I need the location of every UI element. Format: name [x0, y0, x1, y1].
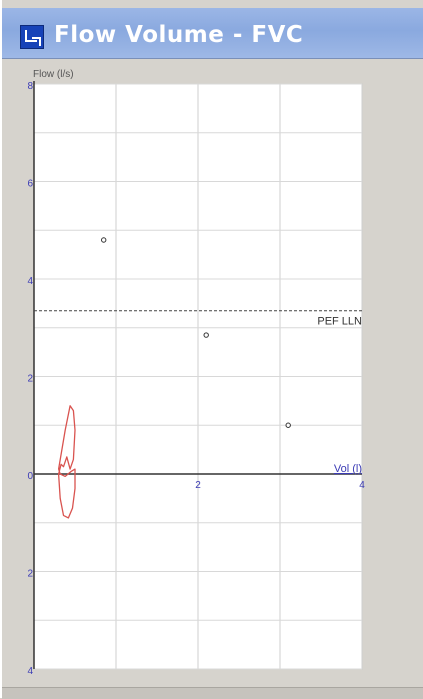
y-tick-label: 0	[27, 471, 33, 482]
y-tick-label: 6	[27, 179, 33, 190]
x-tick-label: 2	[195, 480, 201, 491]
x-tick-label: 4	[359, 480, 365, 491]
window-titlebar[interactable]: Flow Volume - FVC	[2, 8, 423, 59]
window-title: Flow Volume - FVC	[54, 22, 304, 48]
y-tick-label: 4	[27, 276, 33, 287]
window-bottom-bar	[2, 687, 423, 699]
y-tick-label: 2	[27, 569, 33, 580]
predicted-points	[101, 237, 291, 428]
flow-volume-curve	[57, 405, 76, 519]
data-series	[57, 405, 76, 519]
reference-line-group: PEF LLN	[34, 310, 362, 328]
predicted-point	[285, 422, 291, 428]
tick-labels: 8 6 4 2 0 2 4 2 4	[27, 81, 365, 677]
flow-volume-graph: 8 6 4 2 0 2 4 2 4 PEF LLN Flow (l/s) Vol (l)	[2, 59, 423, 687]
y-tick-label: 4	[27, 666, 33, 677]
x-axis-label: Vol (l)	[334, 463, 362, 475]
axes	[33, 81, 362, 669]
pef-lln-label: PEF LLN	[317, 316, 362, 328]
flow-volume-app-icon	[20, 25, 44, 49]
y-tick-label: 2	[27, 374, 33, 385]
y-tick-label: 8	[27, 81, 33, 92]
predicted-point	[101, 237, 107, 243]
predicted-point	[203, 332, 209, 338]
y-axis-label: Flow (l/s)	[33, 69, 74, 80]
flow-volume-chart: 8 6 4 2 0 2 4 2 4 PEF LLN Flow (l/s) Vol (l)	[27, 69, 365, 677]
